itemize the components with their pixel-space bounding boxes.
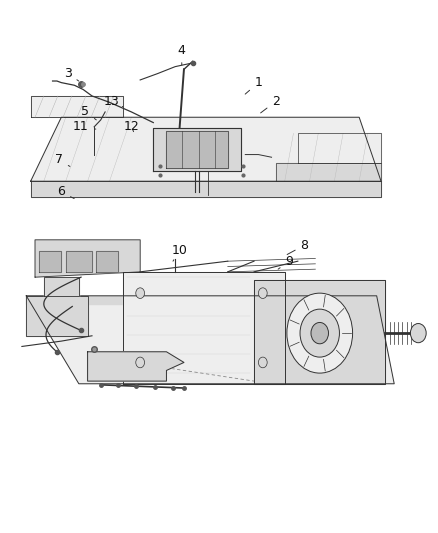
Polygon shape <box>26 296 394 384</box>
Polygon shape <box>66 251 92 272</box>
Text: 6: 6 <box>57 185 74 199</box>
Polygon shape <box>44 277 79 296</box>
Polygon shape <box>153 128 241 171</box>
Circle shape <box>410 324 426 343</box>
Polygon shape <box>298 133 381 163</box>
Polygon shape <box>166 131 228 168</box>
Circle shape <box>258 357 267 368</box>
Circle shape <box>136 288 145 298</box>
Text: 8: 8 <box>287 239 308 255</box>
Circle shape <box>311 322 328 344</box>
Polygon shape <box>35 240 140 277</box>
Text: 5: 5 <box>81 106 96 120</box>
Polygon shape <box>123 272 285 384</box>
Text: 4: 4 <box>178 44 186 65</box>
Polygon shape <box>276 163 381 181</box>
Polygon shape <box>26 296 88 336</box>
Polygon shape <box>39 251 61 272</box>
Polygon shape <box>31 96 123 117</box>
Text: 9: 9 <box>278 255 293 269</box>
Polygon shape <box>96 251 118 272</box>
Polygon shape <box>26 296 377 304</box>
Circle shape <box>300 309 339 357</box>
Text: 3: 3 <box>64 67 79 81</box>
Text: 13: 13 <box>104 95 123 108</box>
Polygon shape <box>254 280 385 384</box>
Polygon shape <box>31 117 381 181</box>
Text: 7: 7 <box>55 154 70 166</box>
Circle shape <box>258 288 267 298</box>
Text: 2: 2 <box>261 95 280 113</box>
Polygon shape <box>31 181 381 197</box>
Text: 11: 11 <box>73 120 96 133</box>
Polygon shape <box>88 352 184 381</box>
Circle shape <box>287 293 353 373</box>
Circle shape <box>136 357 145 368</box>
Text: 12: 12 <box>124 120 139 133</box>
Text: 1: 1 <box>245 76 262 94</box>
Text: 10: 10 <box>172 244 187 261</box>
